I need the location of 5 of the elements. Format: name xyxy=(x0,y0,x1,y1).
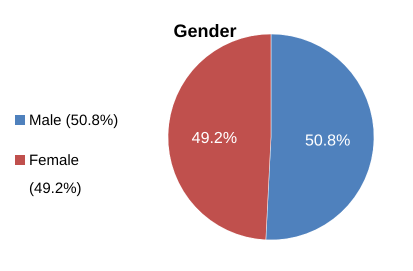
legend-label: Female (49.2%) xyxy=(29,152,82,197)
data-label: 49.2% xyxy=(192,130,238,147)
chart-title: Gender xyxy=(173,21,237,41)
data-label: 50.8% xyxy=(304,132,350,150)
legend-label: Male (50.8%) xyxy=(29,112,118,129)
